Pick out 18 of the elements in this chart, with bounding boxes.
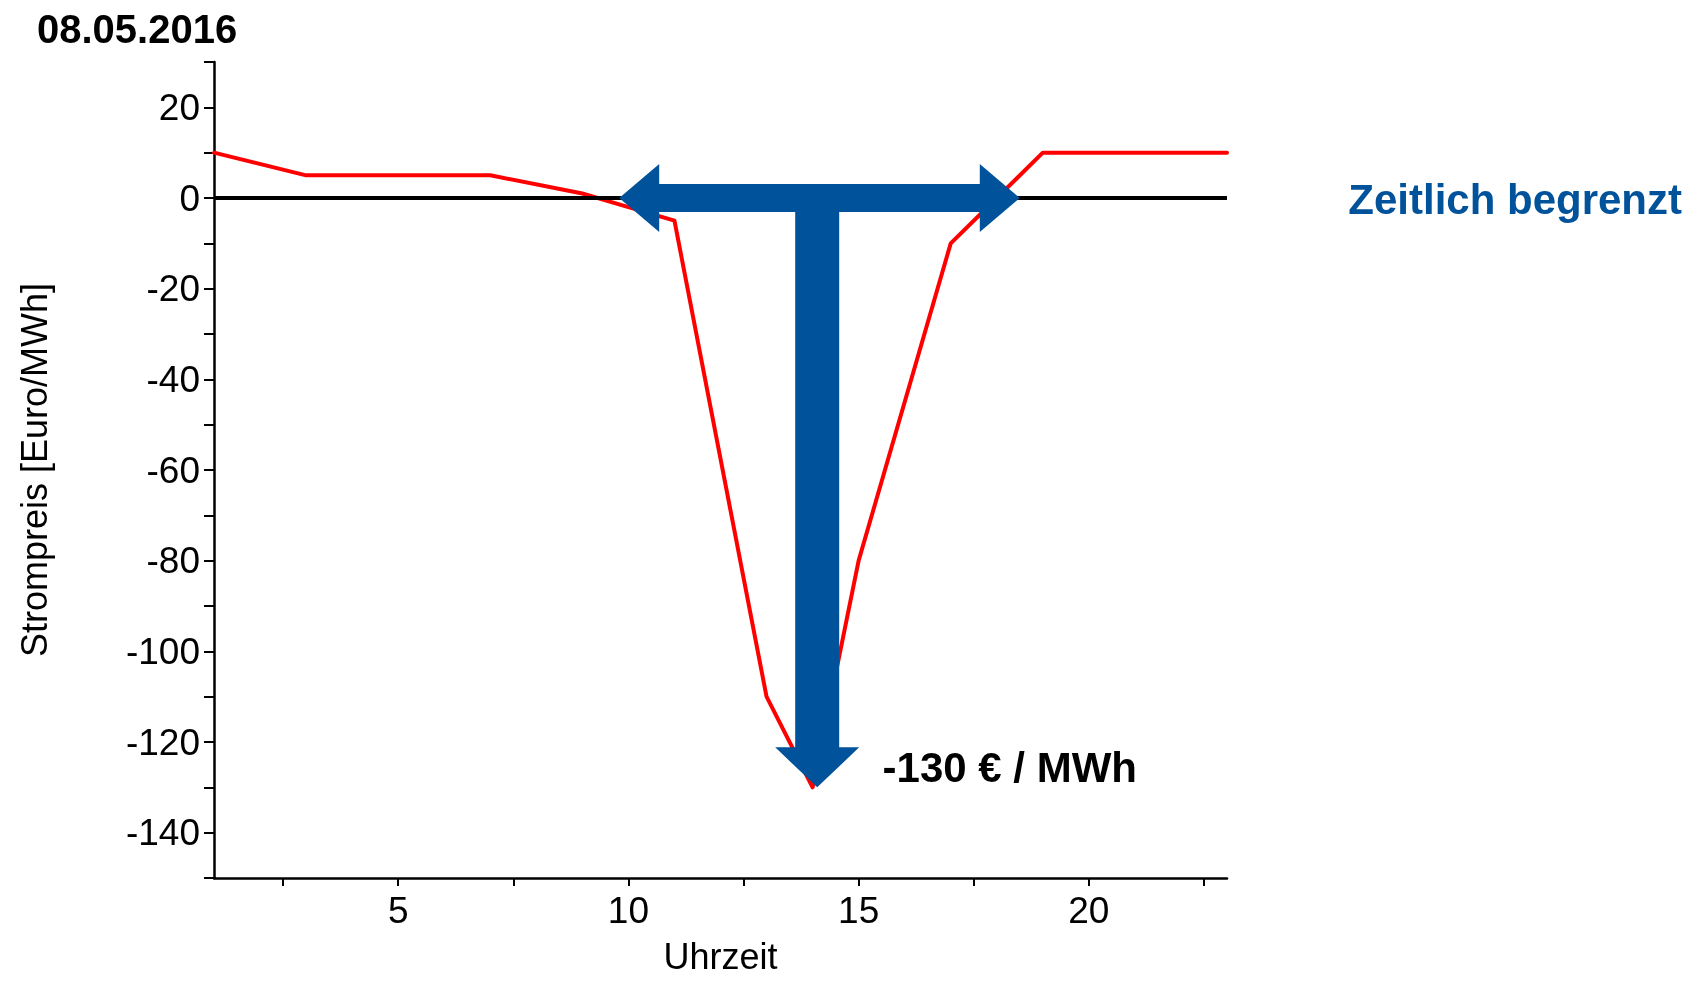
x-tick-label: 20 bbox=[1068, 890, 1110, 931]
y-tick-label: -20 bbox=[146, 268, 200, 310]
y-tick-label: -100 bbox=[125, 630, 200, 672]
text: Zeitlich begrenzt bbox=[1348, 175, 1683, 223]
y-tick-label: -140 bbox=[125, 812, 200, 854]
x-axis-title: Uhrzeit bbox=[663, 935, 778, 977]
annotation: -130 € / MWh bbox=[882, 743, 1137, 791]
y-axis-title: Strompreis [Euro/MWh] bbox=[13, 282, 55, 658]
x-tick-label: 5 bbox=[387, 890, 409, 931]
y-tick-label: -80 bbox=[146, 540, 200, 582]
y-tick-label: 20 bbox=[158, 86, 200, 128]
y-tick-label: -60 bbox=[146, 449, 200, 491]
x-tick-label: 10 bbox=[607, 890, 649, 931]
y-tick-label: 0 bbox=[179, 177, 200, 219]
y-tick-label: -120 bbox=[125, 721, 200, 763]
x-tick-label: 15 bbox=[838, 890, 880, 931]
chart-title: 08.05.2016 bbox=[37, 7, 238, 51]
y-tick-label: -40 bbox=[146, 358, 200, 400]
